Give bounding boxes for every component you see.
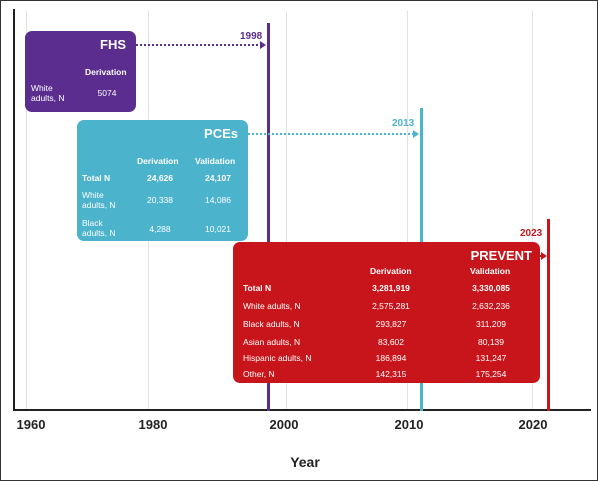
prevent-row-label: Black adults, N	[243, 319, 300, 329]
prevent-arrowhead	[541, 252, 547, 260]
prevent-cell: 83,602	[378, 337, 404, 347]
pces-header-derivation: Derivation	[137, 156, 179, 166]
x-axis-title: Year	[290, 454, 320, 470]
tick-label: 1960	[16, 417, 46, 432]
x-axis-line	[13, 409, 591, 411]
prevent-row-label: Asian adults, N	[243, 337, 301, 347]
fhs-year-line	[267, 23, 270, 411]
prevent-cell: 175,254	[475, 369, 507, 379]
gridline	[286, 11, 287, 409]
pces-cell: 20,338	[147, 195, 173, 205]
fhs-year-label: 1998	[240, 31, 263, 42]
pces-cell: 24,107	[205, 173, 231, 183]
pces-arrowhead	[413, 130, 419, 138]
prevent-cell: 3,330,085	[472, 283, 510, 293]
prevent-cell: 131,247	[475, 353, 507, 363]
pces-cell: 10,021	[205, 224, 231, 234]
pces-header-validation: Validation	[195, 156, 236, 166]
pces-year-label: 2013	[392, 118, 415, 129]
prevent-row-label: White adults, N	[243, 301, 301, 311]
pces-row-label: White adults, N	[82, 190, 116, 210]
prevent-header-derivation: Derivation	[370, 266, 412, 276]
y-axis-line	[13, 9, 15, 411]
prevent-cell: 142,315	[375, 369, 407, 379]
prevent-cell: 311,209	[475, 319, 507, 329]
pces-cell: 4,288	[149, 224, 171, 234]
prevent-row-label: Other, N	[243, 369, 275, 379]
prevent-year-label: 2023	[520, 228, 543, 239]
prevent-cell: 2,632,236	[472, 301, 510, 311]
fhs-value: 5074	[97, 88, 117, 98]
tick-label: 2020	[518, 417, 548, 432]
pces-cell: 24,626	[147, 173, 173, 183]
prevent-year-line	[547, 219, 550, 411]
pces-cell: 14,086	[205, 195, 231, 205]
prevent-cell: 186,894	[375, 353, 407, 363]
prevent-cell: 80,139	[478, 337, 504, 347]
fhs-title: FHS	[100, 37, 126, 52]
pces-row-label: Black adults, N	[82, 218, 116, 238]
tick-label: 1980	[138, 417, 168, 432]
fhs-box: FHS Derivation White adults, N 5074	[25, 31, 136, 112]
fhs-row-label: White adults, N	[31, 83, 65, 103]
pces-row-label: Total N	[82, 173, 111, 183]
pces-title: PCEs	[204, 126, 238, 141]
gridline	[407, 11, 408, 409]
prevent-cell: 2,575,281	[372, 301, 410, 311]
pces-box: PCEs Derivation Validation Total N 24,62…	[77, 120, 248, 241]
fhs-arrowhead	[260, 41, 266, 49]
prevent-header-validation: Validation	[470, 266, 511, 276]
prevent-cell: 293,827	[375, 319, 407, 329]
prevent-title: PREVENT	[470, 248, 532, 263]
fhs-arrow-line	[136, 44, 262, 46]
tick-label: 2000	[269, 417, 299, 432]
prevent-cell: 3,281,919	[372, 283, 410, 293]
prevent-row-label: Total N	[243, 283, 272, 293]
pces-arrow-line	[248, 133, 414, 135]
gridline	[532, 11, 533, 409]
fhs-header-derivation: Derivation	[85, 67, 127, 77]
prevent-box: PREVENT Derivation Validation Total N 3,…	[233, 242, 540, 383]
tick-label: 2010	[394, 417, 424, 432]
gridline	[26, 11, 27, 409]
prevent-row-label: Hispanic adults, N	[243, 353, 312, 363]
